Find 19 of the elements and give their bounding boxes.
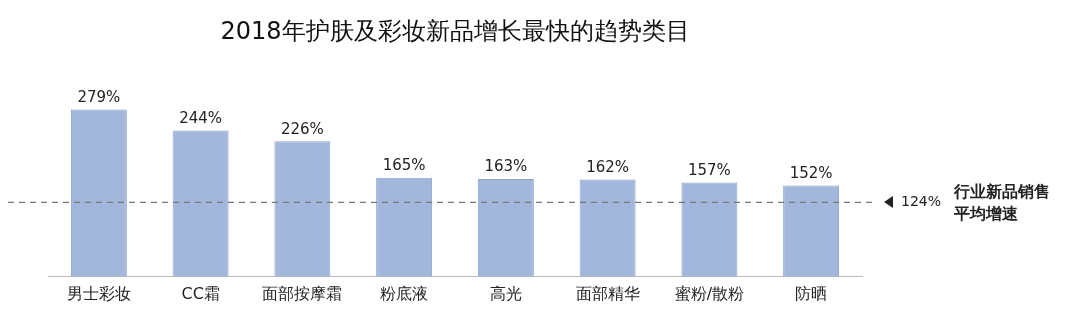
text: 行业新品销售平均增速 bbox=[953, 181, 1050, 223]
data-label: 152% bbox=[789, 163, 833, 182]
x-tick-label: 蜜粉/散粉 bbox=[674, 283, 745, 303]
data-label: 165% bbox=[382, 156, 426, 175]
data-label: 162% bbox=[586, 157, 630, 176]
data-label: 157% bbox=[687, 160, 731, 179]
data-label: 244% bbox=[179, 108, 223, 127]
x-tick-label: 粉底液 bbox=[380, 283, 429, 303]
x-tick-label: CC霜 bbox=[181, 283, 220, 303]
data-label: 163% bbox=[484, 157, 528, 176]
x-tick-label: 男士彩妆 bbox=[66, 283, 131, 303]
x-tick-label: 面部精华 bbox=[575, 283, 640, 303]
data-label: 279% bbox=[77, 87, 121, 106]
chart-title: 2018年护肤及彩妆新品增长最快的趋势类目 bbox=[220, 16, 690, 45]
x-tick-label: 防晒 bbox=[795, 283, 828, 303]
x-tick-label: 高光 bbox=[489, 283, 522, 303]
x-tick-label: 面部按摩霜 bbox=[262, 283, 343, 303]
ref-line-label: 124% bbox=[901, 193, 942, 210]
data-label: 226% bbox=[280, 119, 324, 138]
